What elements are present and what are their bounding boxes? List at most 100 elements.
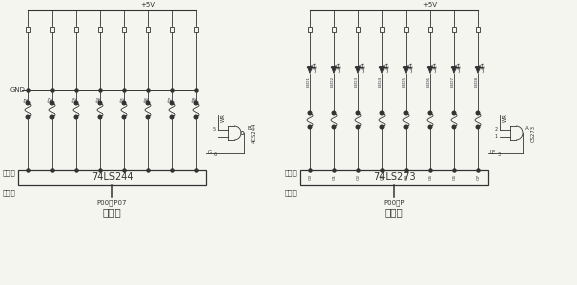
Text: O7: O7: [477, 174, 481, 180]
Text: LE: LE: [490, 150, 496, 156]
Polygon shape: [475, 66, 481, 74]
Text: LED8: LED8: [475, 76, 479, 87]
Bar: [98, 27, 102, 32]
Text: O3: O3: [381, 174, 385, 180]
Polygon shape: [403, 66, 409, 74]
Circle shape: [404, 125, 408, 129]
Circle shape: [452, 125, 456, 129]
Text: S3: S3: [72, 96, 78, 104]
Text: LED6: LED6: [427, 76, 431, 87]
Circle shape: [146, 101, 150, 105]
Bar: [452, 27, 456, 32]
Bar: [122, 27, 126, 32]
Bar: [404, 27, 409, 32]
Text: 5: 5: [213, 127, 216, 132]
Circle shape: [332, 111, 336, 115]
Circle shape: [74, 101, 78, 105]
Text: 输入口: 输入口: [2, 170, 15, 176]
Polygon shape: [380, 66, 384, 74]
Circle shape: [98, 101, 102, 105]
Circle shape: [452, 111, 456, 115]
Bar: [50, 27, 54, 32]
Text: LED5: LED5: [403, 76, 407, 87]
Bar: [332, 27, 336, 32]
Text: 输入口: 输入口: [284, 190, 297, 196]
Text: 6: 6: [214, 152, 217, 158]
Text: S6: S6: [144, 96, 150, 104]
Text: 输出口: 输出口: [2, 190, 15, 196]
Text: +5V: +5V: [422, 2, 437, 8]
Circle shape: [50, 101, 54, 105]
Circle shape: [122, 101, 126, 105]
Circle shape: [194, 115, 198, 119]
Circle shape: [122, 115, 126, 119]
Text: A: A: [525, 126, 529, 131]
Circle shape: [170, 115, 174, 119]
Text: LED3: LED3: [355, 76, 359, 87]
Polygon shape: [355, 66, 361, 74]
Bar: [170, 27, 174, 32]
Text: S5: S5: [120, 96, 126, 104]
Text: O6: O6: [453, 174, 457, 180]
Bar: [194, 27, 198, 32]
Circle shape: [476, 125, 480, 129]
Circle shape: [380, 125, 384, 129]
Text: WR: WR: [220, 113, 226, 121]
Text: S4: S4: [96, 96, 102, 104]
Polygon shape: [451, 66, 456, 74]
Text: CS273: CS273: [530, 125, 535, 141]
Bar: [428, 27, 432, 32]
Bar: [356, 27, 360, 32]
Text: 输出口: 输出口: [284, 170, 297, 176]
Bar: [476, 27, 480, 32]
Bar: [146, 27, 150, 32]
Text: S7: S7: [168, 96, 174, 104]
Bar: [18, 170, 206, 185]
Text: 4CS244: 4CS244: [252, 123, 257, 143]
Text: 3: 3: [498, 152, 501, 158]
Text: O1: O1: [333, 174, 337, 180]
Text: LED1: LED1: [307, 76, 311, 87]
Circle shape: [26, 115, 30, 119]
Text: S2: S2: [48, 96, 54, 104]
Text: GND: GND: [10, 87, 26, 93]
Bar: [74, 27, 78, 32]
Text: LED7: LED7: [451, 76, 455, 87]
Circle shape: [356, 111, 360, 115]
Circle shape: [74, 115, 78, 119]
Circle shape: [26, 101, 30, 105]
Polygon shape: [428, 66, 433, 74]
Circle shape: [170, 101, 174, 105]
Circle shape: [50, 115, 54, 119]
Circle shape: [308, 111, 312, 115]
Circle shape: [380, 111, 384, 115]
Circle shape: [428, 111, 432, 115]
Text: P00－P07: P00－P07: [97, 199, 128, 205]
Polygon shape: [332, 66, 336, 74]
Text: P00－P: P00－P: [383, 199, 404, 205]
Text: LED4: LED4: [379, 76, 383, 87]
Text: 单片朼: 单片朼: [385, 207, 403, 217]
Circle shape: [98, 115, 102, 119]
Circle shape: [476, 111, 480, 115]
Text: O4: O4: [405, 174, 409, 180]
Bar: [380, 27, 384, 32]
Text: 2: 2: [495, 127, 498, 132]
Circle shape: [308, 125, 312, 129]
Text: 1: 1: [495, 134, 498, 139]
Text: S1: S1: [24, 96, 30, 104]
Text: O5: O5: [429, 174, 433, 180]
Circle shape: [332, 125, 336, 129]
Bar: [300, 170, 488, 185]
Polygon shape: [308, 66, 313, 74]
Text: S8: S8: [192, 96, 198, 104]
Text: LED2: LED2: [331, 76, 335, 87]
Circle shape: [194, 101, 198, 105]
Text: B: B: [247, 126, 250, 131]
Circle shape: [241, 131, 244, 135]
Circle shape: [356, 125, 360, 129]
Circle shape: [146, 115, 150, 119]
Circle shape: [428, 125, 432, 129]
Text: O0: O0: [309, 174, 313, 180]
Text: 单片朼: 单片朼: [103, 207, 121, 217]
